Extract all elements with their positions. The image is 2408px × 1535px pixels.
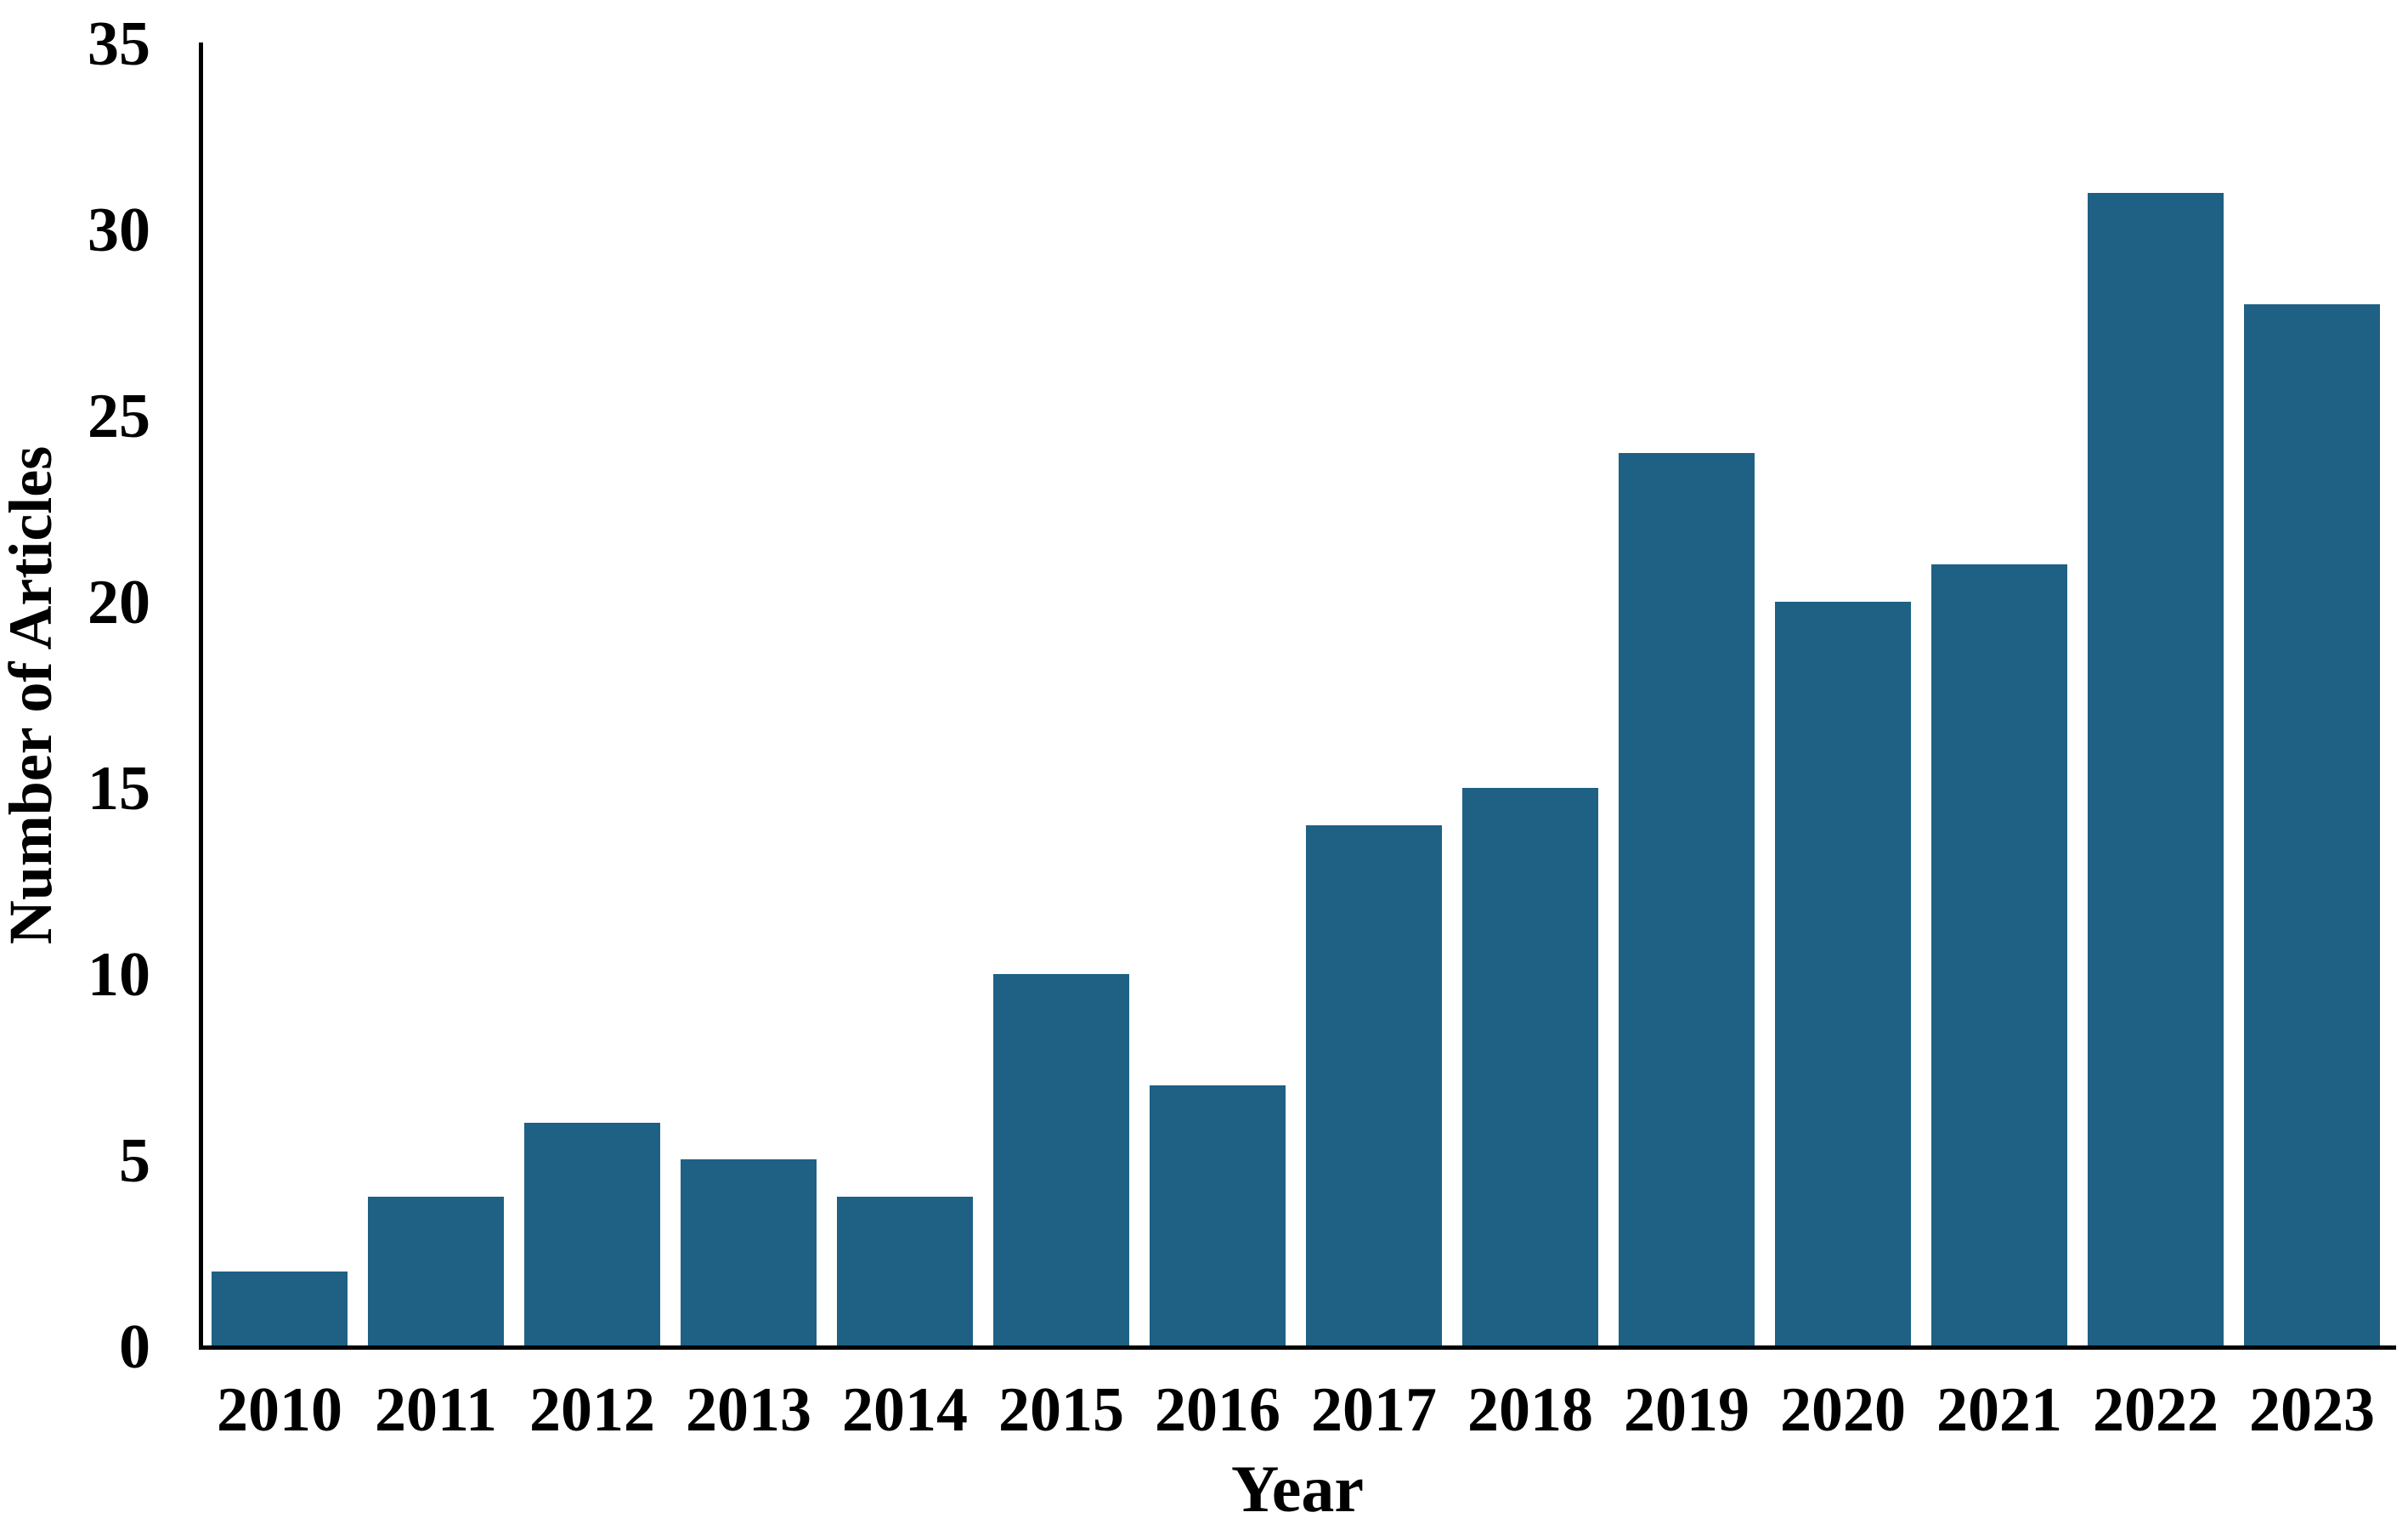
bar-2022 <box>2088 192 2224 1345</box>
x-tick-label: 2018 <box>1467 1375 1593 1445</box>
bar-2017 <box>1306 824 1442 1345</box>
x-tick-label: 2019 <box>1624 1375 1749 1445</box>
y-tick-label: 25 <box>88 382 150 451</box>
y-tick-labels: 0 5 10 15 20 25 30 35 <box>0 13 150 1379</box>
y-tick-label: 5 <box>119 1126 150 1196</box>
bar-2019 <box>1619 453 1755 1345</box>
bar-2021 <box>1931 564 2067 1345</box>
x-tick-label: 2010 <box>217 1375 342 1445</box>
x-tick-label: 2023 <box>2249 1375 2375 1445</box>
bar-2010 <box>212 1271 348 1345</box>
x-tick-label: 2014 <box>842 1375 968 1445</box>
y-tick-label: 20 <box>88 568 150 637</box>
y-axis-line <box>199 42 203 1350</box>
x-tick-label: 2015 <box>998 1375 1124 1445</box>
bar-2012 <box>524 1122 660 1345</box>
bar-2020 <box>1775 602 1911 1345</box>
x-axis-title: Year <box>1231 1452 1364 1526</box>
x-tick-label: 2011 <box>375 1375 497 1445</box>
bar-2015 <box>993 973 1129 1345</box>
bar-2013 <box>681 1159 817 1345</box>
y-tick-label: 0 <box>119 1312 150 1382</box>
x-tick-label: 2022 <box>2093 1375 2219 1445</box>
y-tick-label: 15 <box>88 754 150 824</box>
y-tick-label: 10 <box>88 940 150 1010</box>
x-tick-label: 2012 <box>529 1375 655 1445</box>
x-tick-label: 2013 <box>686 1375 811 1445</box>
bar-2011 <box>368 1197 504 1345</box>
x-tick-label: 2017 <box>1311 1375 1437 1445</box>
x-axis-line <box>199 1345 2396 1350</box>
bar-2018 <box>1462 787 1598 1345</box>
y-tick-label: 35 <box>88 9 150 79</box>
x-tick-label: 2016 <box>1155 1375 1280 1445</box>
y-tick-label: 30 <box>88 195 150 265</box>
bars <box>203 44 2390 1345</box>
x-tick-labels: 2010 2011 2012 2013 2014 2015 2016 2017 2018 2019… <box>203 1379 2390 1442</box>
bar-2023 <box>2244 304 2380 1345</box>
bar-2014 <box>837 1197 973 1345</box>
x-tick-label: 2021 <box>1936 1375 2062 1445</box>
bar-2016 <box>1150 1085 1286 1345</box>
x-tick-label: 2020 <box>1780 1375 1906 1445</box>
